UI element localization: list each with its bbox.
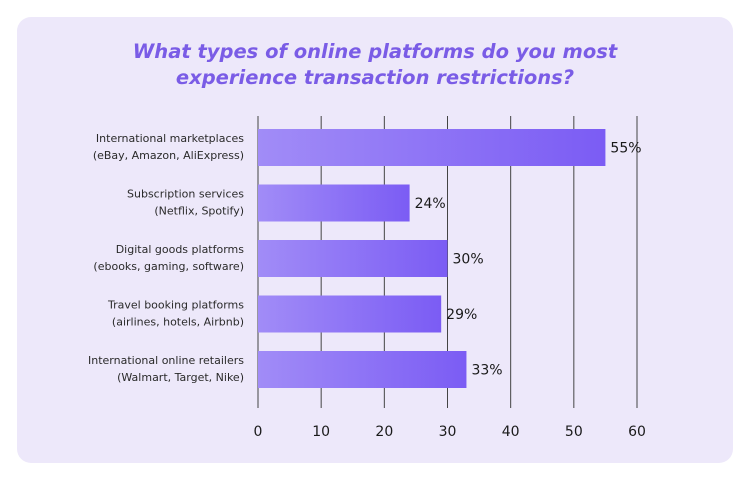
bar: [258, 295, 442, 333]
category-labels: International marketplaces (eBay, Amazon,…: [88, 132, 244, 384]
x-tick-label: 30: [439, 424, 457, 440]
chart-title: What types of online platforms do you mo…: [17, 39, 733, 91]
category-label: (ebooks, gaming, software): [93, 260, 244, 273]
bar: [258, 351, 467, 388]
category-label: Travel booking platforms: [107, 299, 244, 312]
category-label: (airlines, hotels, Airbnb): [112, 316, 244, 329]
category-label: (Netflix, Spotify): [154, 205, 244, 218]
bar-value-label: 33%: [471, 363, 502, 379]
category-label: (eBay, Amazon, AliExpress): [93, 149, 244, 162]
category-label: Digital goods platforms: [116, 243, 245, 256]
bar: [258, 129, 606, 166]
bar-value-label: 55%: [610, 141, 641, 157]
x-tick-label: 10: [312, 424, 330, 440]
category-label: Subscription services: [127, 188, 244, 201]
x-tick-label: 60: [628, 424, 646, 440]
x-tick-label: 20: [375, 424, 393, 440]
bar-value-label: 29%: [446, 307, 477, 323]
x-axis-ticks: 0 10 20 30 40 50 60: [254, 424, 646, 440]
category-label: (Walmart, Target, Nike): [117, 371, 244, 384]
bars: 55% 24% 30% 29% 33%: [258, 129, 642, 388]
x-tick-label: 40: [502, 424, 520, 440]
chart-title-line-2: experience transaction restrictions?: [175, 66, 575, 89]
category-label: International marketplaces: [96, 132, 244, 145]
bar-value-label: 30%: [453, 252, 484, 268]
category-label: International online retailers: [88, 354, 244, 367]
bar: [258, 240, 448, 277]
x-tick-label: 0: [254, 424, 263, 440]
bar: [258, 184, 410, 222]
bar-value-label: 24%: [415, 196, 446, 212]
chart-title-line-1: What types of online platforms do you mo…: [132, 40, 618, 63]
x-tick-label: 50: [565, 424, 583, 440]
